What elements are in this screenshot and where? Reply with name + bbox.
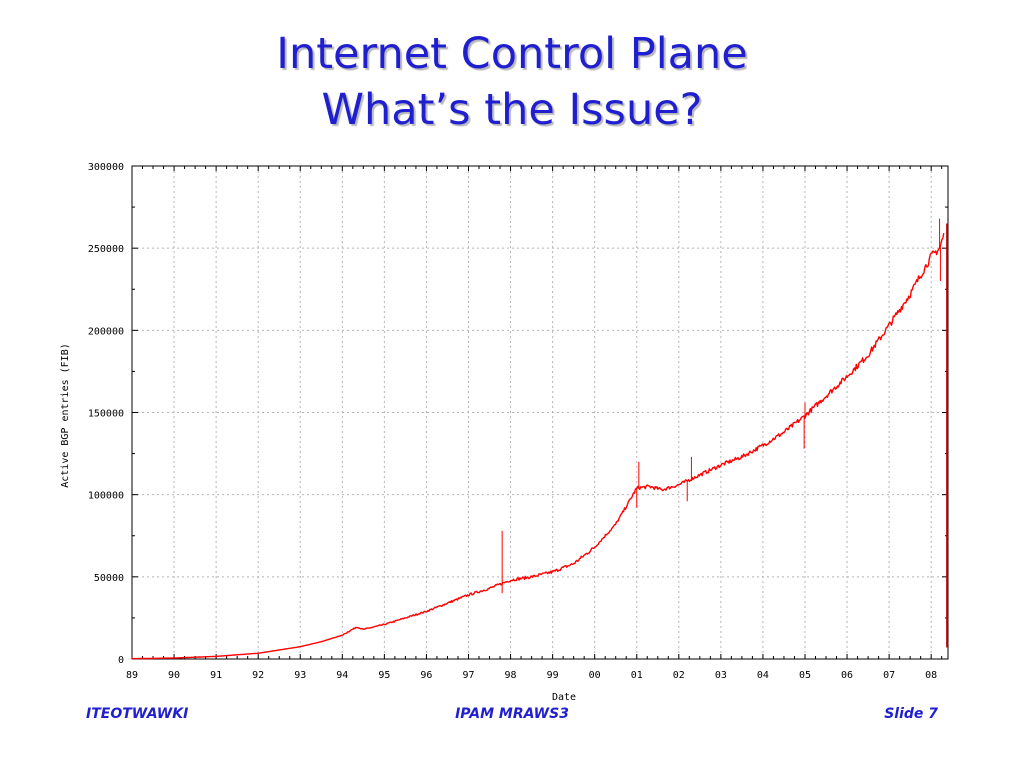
y-tick-label: 300000 — [88, 162, 124, 173]
x-tick-label: 99 — [547, 670, 559, 681]
y-tick-label: 150000 — [88, 409, 124, 420]
x-tick-label: 06 — [841, 670, 853, 681]
x-tick-label: 97 — [462, 670, 474, 681]
y-tick-label: 50000 — [94, 573, 124, 584]
x-tick-label: 07 — [883, 670, 895, 681]
x-tick-label: 05 — [799, 670, 811, 681]
x-tick-label: 93 — [294, 670, 306, 681]
title-line-1: Internet Control Plane — [276, 29, 748, 79]
y-axis-label: Active BGP entries (FIB) — [60, 343, 71, 488]
y-tick-label: 0 — [118, 655, 124, 666]
y-tick-label: 250000 — [88, 244, 124, 255]
x-tick-label: 94 — [336, 670, 348, 681]
x-tick-label: 02 — [673, 670, 685, 681]
title-line-2: What’s the Issue? — [321, 85, 703, 135]
x-tick-label: 89 — [126, 670, 138, 681]
slide-title: Internet Control Plane What’s the Issue? — [0, 26, 1024, 138]
x-tick-label: 95 — [378, 670, 390, 681]
footer-left-label: ITEOTWAWKI — [86, 706, 189, 722]
x-tick-label: 01 — [631, 670, 643, 681]
x-tick-label: 08 — [925, 670, 937, 681]
slide-number: Slide 7 — [884, 706, 938, 722]
footer-center-label: IPAM MRAWS3 — [455, 706, 569, 722]
plot-frame — [131, 165, 949, 660]
bgp-series-line — [132, 232, 945, 660]
y-tick-label: 200000 — [88, 326, 124, 337]
x-tick-label: 03 — [715, 670, 727, 681]
x-tick-label: 00 — [589, 670, 601, 681]
x-axis-label: Date — [552, 692, 576, 703]
x-tick-label: 91 — [210, 670, 222, 681]
x-tick-label: 90 — [168, 670, 180, 681]
x-tick-label: 04 — [757, 670, 769, 681]
x-tick-label: 92 — [252, 670, 264, 681]
x-tick-label: 98 — [505, 670, 517, 681]
x-tick-label: 96 — [420, 670, 432, 681]
y-tick-label: 100000 — [88, 491, 124, 502]
